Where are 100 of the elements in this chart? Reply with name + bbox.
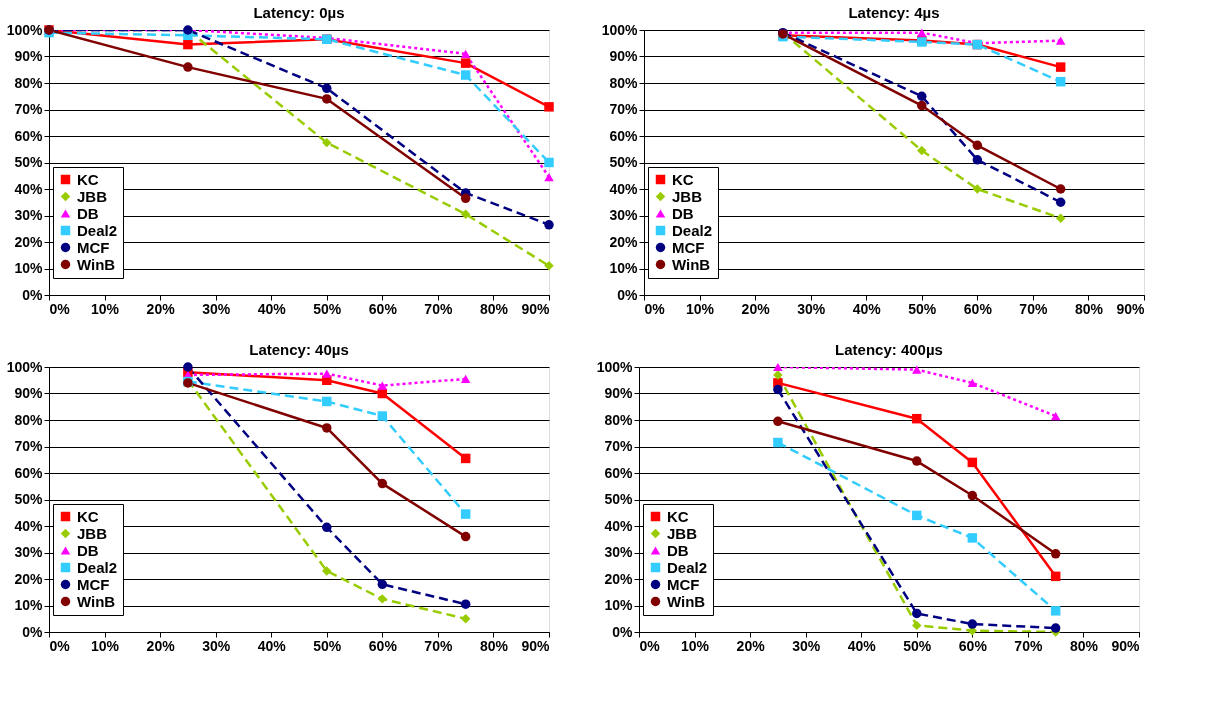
- y-tick-label: 60%: [609, 127, 639, 144]
- x-tick-label: 90%: [521, 637, 551, 654]
- x-tick-label: 10%: [91, 637, 120, 654]
- y-tick-label: 90%: [14, 385, 44, 401]
- legend-label: KC: [77, 507, 99, 525]
- y-tick-label: 50%: [609, 154, 639, 170]
- y-tick-label: 40%: [14, 517, 44, 534]
- y-tick-label: 90%: [604, 385, 634, 401]
- x-tick-label: 90%: [1111, 637, 1141, 654]
- legend-label: JBB: [77, 187, 108, 205]
- chart-title: Latency: 400µs: [835, 341, 943, 358]
- y-tick-label: 20%: [14, 233, 44, 250]
- y-tick-label: 100%: [6, 358, 44, 375]
- x-tick-label: 20%: [736, 637, 766, 654]
- chart-title: Latency: 40µs: [249, 341, 349, 358]
- x-tick-label: 90%: [521, 300, 551, 317]
- chart-title: Latency: 4µs: [848, 4, 940, 21]
- legend-label: MCF: [672, 238, 705, 256]
- x-tick-label: 40%: [257, 637, 287, 654]
- chart-title: Latency: 0µs: [253, 4, 345, 21]
- x-tick-label: 90%: [1116, 300, 1146, 317]
- y-tick-label: 60%: [14, 127, 44, 144]
- legend-label: KC: [672, 170, 694, 188]
- x-tick-label: 80%: [479, 637, 509, 654]
- y-tick-label: 50%: [604, 491, 634, 507]
- legend-label: MCF: [77, 575, 110, 593]
- x-tick-label: 10%: [681, 637, 710, 654]
- x-tick-label: 70%: [1019, 300, 1048, 317]
- y-tick-label: 0%: [22, 623, 44, 640]
- x-tick-label: 30%: [792, 637, 821, 654]
- x-tick-label: 0%: [49, 300, 71, 317]
- y-tick-label: 70%: [609, 101, 639, 117]
- x-tick-label: 70%: [424, 637, 453, 654]
- y-tick-label: 90%: [14, 48, 44, 64]
- y-tick-label: 10%: [14, 260, 44, 276]
- x-tick-label: 10%: [91, 300, 120, 317]
- x-tick-label: 50%: [903, 637, 932, 654]
- y-tick-label: 20%: [609, 233, 639, 250]
- y-tick-label: 70%: [14, 438, 44, 454]
- y-tick-label: 20%: [14, 570, 44, 587]
- y-tick-label: 60%: [604, 464, 634, 481]
- y-tick-label: 30%: [609, 207, 639, 223]
- x-tick-label: 70%: [1014, 637, 1043, 654]
- legend-label: JBB: [77, 524, 108, 542]
- x-tick-label: 30%: [202, 637, 231, 654]
- x-tick-label: 0%: [644, 300, 666, 317]
- legend-label: Deal2: [77, 221, 118, 239]
- y-tick-label: 90%: [609, 48, 639, 64]
- legend-label: DB: [77, 541, 99, 559]
- x-tick-label: 20%: [741, 300, 771, 317]
- legend-label: MCF: [667, 575, 700, 593]
- legend-label: WinB: [77, 255, 116, 273]
- legend-label: Deal2: [667, 558, 708, 576]
- legend-label: DB: [667, 541, 689, 559]
- y-tick-label: 20%: [604, 570, 634, 587]
- legend-label: JBB: [667, 524, 698, 542]
- x-tick-label: 60%: [368, 300, 398, 317]
- y-tick-label: 80%: [604, 411, 634, 428]
- y-tick-label: 60%: [14, 464, 44, 481]
- legend-label: Deal2: [672, 221, 713, 239]
- y-tick-label: 30%: [14, 544, 44, 560]
- y-tick-label: 30%: [14, 207, 44, 223]
- x-tick-label: 30%: [202, 300, 231, 317]
- x-tick-label: 60%: [963, 300, 993, 317]
- x-tick-label: 10%: [686, 300, 715, 317]
- x-tick-label: 80%: [479, 300, 509, 317]
- legend-label: Deal2: [77, 558, 118, 576]
- legend-label: KC: [667, 507, 689, 525]
- y-tick-label: 30%: [604, 544, 634, 560]
- x-tick-label: 50%: [908, 300, 937, 317]
- x-tick-label: 60%: [958, 637, 988, 654]
- legend-label: WinB: [77, 592, 116, 610]
- y-tick-label: 50%: [14, 491, 44, 507]
- y-tick-label: 10%: [604, 597, 634, 613]
- y-tick-label: 80%: [14, 411, 44, 428]
- y-tick-label: 40%: [609, 180, 639, 197]
- legend-label: DB: [77, 204, 99, 222]
- legend-label: WinB: [667, 592, 706, 610]
- legend-label: WinB: [672, 255, 711, 273]
- x-tick-label: 20%: [146, 637, 176, 654]
- legend-label: JBB: [672, 187, 703, 205]
- x-tick-label: 40%: [257, 300, 287, 317]
- legend-label: MCF: [77, 238, 110, 256]
- legend-label: DB: [672, 204, 694, 222]
- x-tick-label: 70%: [424, 300, 453, 317]
- y-tick-label: 70%: [14, 101, 44, 117]
- y-tick-label: 10%: [14, 597, 44, 613]
- y-tick-label: 100%: [596, 358, 634, 375]
- x-tick-label: 40%: [852, 300, 882, 317]
- x-tick-label: 0%: [49, 637, 71, 654]
- x-tick-label: 50%: [313, 637, 342, 654]
- x-tick-label: 0%: [639, 637, 661, 654]
- y-tick-label: 0%: [617, 286, 639, 303]
- x-tick-label: 50%: [313, 300, 342, 317]
- y-tick-label: 40%: [14, 180, 44, 197]
- x-tick-label: 60%: [368, 637, 398, 654]
- x-tick-label: 80%: [1074, 300, 1104, 317]
- y-tick-label: 80%: [609, 74, 639, 91]
- x-tick-label: 20%: [146, 300, 176, 317]
- y-tick-label: 80%: [14, 74, 44, 91]
